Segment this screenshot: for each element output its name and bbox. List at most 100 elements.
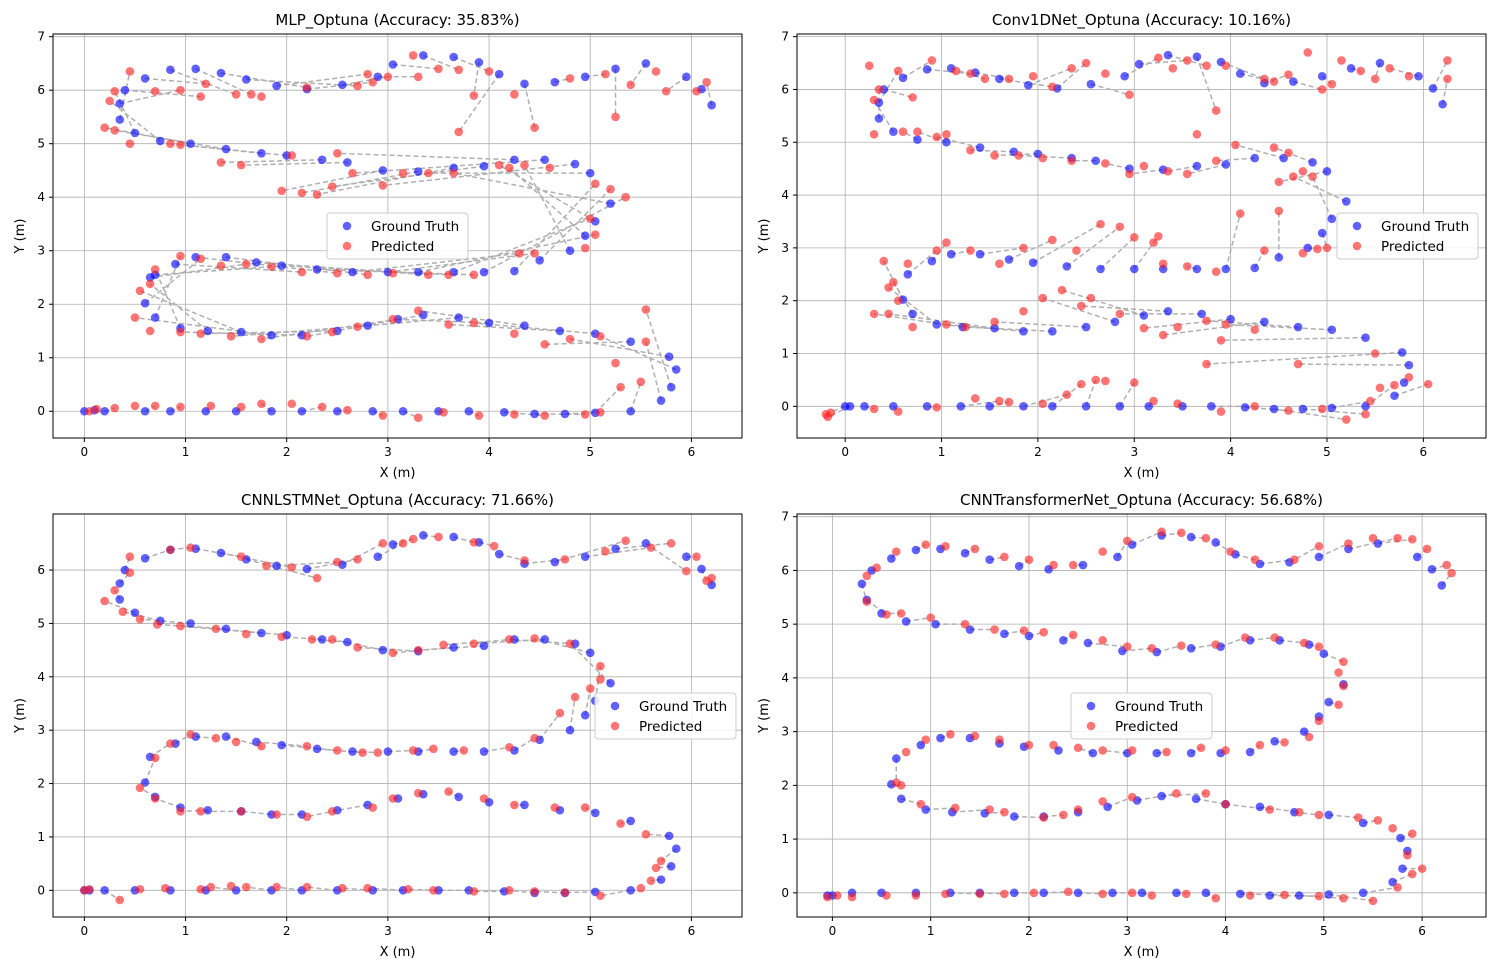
- legend: Ground Truth Predicted: [1070, 692, 1213, 740]
- predicted-point: [413, 413, 423, 422]
- predicted-point: [1370, 349, 1380, 358]
- ground-truth-point: [942, 137, 951, 147]
- ground-truth-point: [302, 564, 312, 574]
- ground-truth-point: [611, 544, 620, 553]
- predicted-point: [970, 394, 980, 403]
- error-link: [357, 646, 419, 652]
- predicted-point: [1339, 657, 1348, 667]
- predicted-point: [1049, 740, 1058, 750]
- error-link: [332, 165, 485, 188]
- predicted-point: [882, 610, 891, 619]
- predicted-point: [398, 168, 408, 178]
- y-tick-label: 4: [37, 190, 45, 204]
- predicted-point: [161, 883, 170, 893]
- predicted-point: [1196, 743, 1206, 753]
- error-link: [139, 290, 242, 333]
- predicted-point: [1334, 668, 1343, 677]
- error-link: [888, 286, 938, 326]
- ground-truth-point: [946, 249, 956, 259]
- predicted-point: [434, 64, 443, 74]
- ground-truth-point: [373, 552, 383, 562]
- legend-marker: [1086, 721, 1096, 731]
- error-link: [149, 283, 209, 332]
- error-link: [332, 804, 368, 813]
- predicted-point: [641, 829, 651, 839]
- predicted-point: [110, 403, 120, 413]
- ground-truth-point: [671, 844, 681, 853]
- predicted-point: [1407, 534, 1417, 544]
- ground-truth-point: [100, 406, 109, 416]
- predicted-point: [1122, 536, 1132, 546]
- predicted-point: [1221, 746, 1230, 755]
- predicted-point: [353, 81, 362, 91]
- error-link: [1318, 542, 1349, 558]
- predicted-point: [1115, 309, 1125, 319]
- predicted-point: [1337, 56, 1346, 65]
- predicted-point: [916, 799, 926, 809]
- ground-truth-point: [898, 73, 908, 83]
- error-link: [1432, 60, 1449, 89]
- ground-truth-point: [449, 747, 458, 756]
- ground-truth-point: [1324, 697, 1334, 707]
- predicted-point: [932, 132, 942, 142]
- ground-truth-point: [985, 555, 994, 564]
- ground-truth-point: [975, 143, 985, 152]
- error-link: [1196, 56, 1217, 111]
- predicted-point: [1250, 402, 1260, 411]
- ground-truth-point: [1255, 802, 1265, 812]
- predicted-point: [454, 65, 464, 75]
- ground-truth-point: [388, 540, 398, 549]
- legend-box: [1070, 692, 1213, 740]
- predicted-point: [1098, 797, 1107, 806]
- predicted-point: [277, 186, 286, 196]
- predicted-point: [333, 268, 342, 278]
- predicted-point: [1038, 153, 1048, 163]
- ground-truth-point: [115, 595, 125, 604]
- legend-marker: [1352, 241, 1362, 251]
- subplot-mlp: 0 1 2 3 4 5 6 0 1 2 3 4 5 6 7 MLP_Optuna (Accuracy: 35.…: [13, 11, 743, 481]
- error-link: [950, 892, 980, 895]
- predicted-point: [1158, 330, 1168, 340]
- predicted-point: [1422, 544, 1432, 554]
- y-tick-label: 5: [37, 137, 45, 151]
- ground-truth-point: [1308, 158, 1317, 167]
- predicted-point: [226, 332, 236, 341]
- predicted-point: [368, 77, 378, 87]
- ground-truth-point: [1088, 748, 1098, 758]
- x-tick-label: 6: [688, 445, 696, 459]
- error-link: [241, 161, 348, 166]
- predicted-point: [383, 72, 393, 82]
- ground-truth-point: [1120, 71, 1129, 81]
- x-tick-label: 4: [485, 445, 493, 459]
- error-link: [1331, 400, 1371, 409]
- predicted-point: [504, 886, 514, 895]
- error-link: [1240, 893, 1285, 896]
- ground-truth-point: [312, 744, 322, 754]
- predicted-point: [196, 329, 206, 338]
- legend-label: Ground Truth: [1115, 699, 1203, 715]
- ground-truth-point: [1250, 263, 1260, 273]
- ground-truth-point: [656, 396, 666, 405]
- ground-truth-point: [297, 406, 307, 416]
- predicted-point: [424, 270, 433, 280]
- error-link: [873, 99, 895, 133]
- predicted-point: [1269, 77, 1279, 86]
- predicted-point: [145, 326, 155, 336]
- predicted-point: [1269, 143, 1279, 152]
- legend-label: Ground Truth: [639, 699, 727, 715]
- ground-truth-point: [1314, 552, 1324, 562]
- predicted-point: [913, 127, 922, 136]
- ground-truth-point: [626, 816, 636, 826]
- predicted-point: [150, 753, 160, 763]
- predicted-point: [413, 645, 423, 655]
- x-axis-label: X (m): [380, 945, 416, 960]
- predicted-point: [565, 639, 575, 649]
- x-tick-label: 5: [586, 445, 594, 459]
- predicted-point: [921, 540, 931, 549]
- ground-truth-point: [656, 875, 666, 884]
- predicted-point: [1375, 383, 1385, 393]
- error-link: [1139, 59, 1188, 65]
- y-tick-label: 2: [781, 294, 789, 308]
- predicted-point: [946, 730, 955, 739]
- error-link: [418, 309, 525, 327]
